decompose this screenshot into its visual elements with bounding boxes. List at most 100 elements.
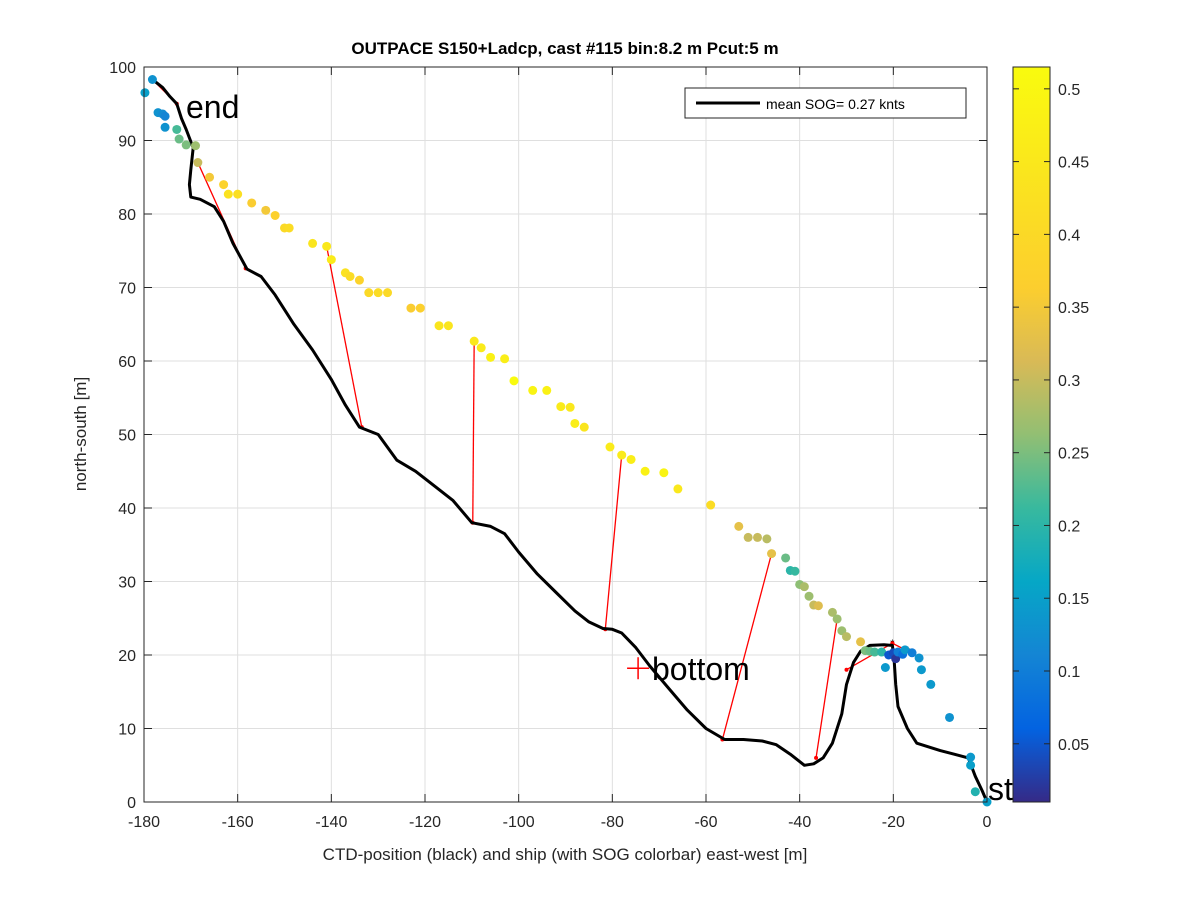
ship-point <box>181 140 191 150</box>
ship-point <box>223 189 233 199</box>
ship-point <box>415 303 425 313</box>
x-tick-label: -100 <box>503 814 535 831</box>
ship-point <box>542 385 552 395</box>
markers <box>627 657 650 680</box>
y-axis-label: north-south [m] <box>71 377 90 491</box>
ship-point <box>880 662 890 672</box>
ship-point <box>832 614 842 624</box>
connector-end-dot <box>844 667 849 672</box>
ship-point <box>308 238 318 248</box>
y-tick-label: 40 <box>118 501 136 518</box>
ship-point <box>870 647 880 657</box>
x-tick-label: -120 <box>409 814 441 831</box>
ship-point <box>877 647 887 657</box>
x-tick-label: -140 <box>315 814 347 831</box>
legend: mean SOG= 0.27 knts <box>684 87 967 119</box>
ship-point <box>926 679 936 689</box>
ship-point <box>383 288 393 298</box>
ship-point <box>640 466 650 476</box>
ship-point <box>799 582 809 592</box>
ship-point <box>233 189 243 199</box>
ship-point <box>205 172 215 182</box>
ship-point <box>706 500 716 510</box>
x-tick-label: -160 <box>222 814 254 831</box>
colorbar-tick-label: 0.4 <box>1058 227 1080 244</box>
y-tick-label: 30 <box>118 575 136 592</box>
colorbar-tick-label: 0.1 <box>1058 664 1080 681</box>
connector-line <box>472 341 475 523</box>
ship-point <box>528 385 538 395</box>
ship-point <box>753 532 763 542</box>
ship-point <box>673 484 683 494</box>
ship-point <box>970 787 980 797</box>
ship-point <box>354 275 364 285</box>
y-tick-label: 0 <box>127 795 136 812</box>
ship-point <box>605 442 615 452</box>
ship-point <box>322 241 332 251</box>
ship-point <box>856 637 866 647</box>
y-tick-label: 90 <box>118 134 136 151</box>
ship-track-points <box>140 74 992 807</box>
colorbar-tick-label: 0.2 <box>1058 518 1080 535</box>
ship-point <box>364 288 374 298</box>
ship-point <box>790 566 800 576</box>
ship-point <box>373 288 383 298</box>
ship-point <box>443 321 453 331</box>
ship-point <box>907 648 917 658</box>
y-tick-label: 70 <box>118 281 136 298</box>
y-tick-label: 80 <box>118 207 136 224</box>
colorbar-gradient <box>1012 66 1051 803</box>
annotation-end: end <box>186 89 239 125</box>
ship-point <box>469 336 479 346</box>
ship-point <box>140 88 150 98</box>
ship-point <box>434 321 444 331</box>
ship-point <box>659 468 669 478</box>
y-tick-label: 10 <box>118 722 136 739</box>
ship-point <box>345 271 355 281</box>
ship-point <box>626 454 636 464</box>
ship-point <box>617 450 627 460</box>
ship-point <box>193 158 203 168</box>
connector-line <box>604 455 623 630</box>
ship-point <box>914 653 924 663</box>
colorbar-tick-label: 0.15 <box>1058 591 1089 608</box>
ship-point <box>284 223 294 233</box>
ship-point <box>900 645 910 655</box>
ship-point <box>916 665 926 675</box>
ship-point <box>565 402 575 412</box>
connector-line <box>326 246 363 428</box>
ship-point <box>486 352 496 362</box>
annotation-bottom: bottom <box>652 651 750 687</box>
y-tick-label: 50 <box>118 428 136 445</box>
x-axis-label: CTD-position (black) and ship (with SOG … <box>323 845 808 864</box>
ship-point <box>219 180 229 190</box>
ship-point <box>191 141 201 151</box>
y-tick-label: 20 <box>118 648 136 665</box>
colorbar-ticks: 0.05 0.1 0.15 0.2 0.25 0.3 0.35 0.4 0.45 0.5 <box>1013 82 1089 754</box>
ship-point <box>966 752 976 762</box>
ship-point <box>160 111 170 121</box>
ship-point <box>556 402 566 412</box>
ship-point <box>579 422 589 432</box>
chart-title: OUTPACE S150+Ladcp, cast #115 bin:8.2 m … <box>351 39 778 58</box>
ship-point <box>174 134 184 144</box>
ship-point <box>500 354 510 364</box>
y-tick-label: 60 <box>118 354 136 371</box>
ship-point <box>804 591 814 601</box>
ship-point <box>160 122 170 132</box>
ship-point <box>147 74 157 84</box>
colorbar-tick-label: 0.45 <box>1058 155 1089 172</box>
legend-entry: mean SOG= 0.27 knts <box>766 96 905 112</box>
connector-line <box>815 618 838 758</box>
colorbar-tick-label: 0.5 <box>1058 82 1080 99</box>
ship-point <box>966 760 976 770</box>
x-tick-label: -80 <box>601 814 624 831</box>
ship-point <box>827 607 837 617</box>
x-tick-label: -20 <box>882 814 905 831</box>
ship-point <box>172 124 182 134</box>
ship-point <box>476 343 486 353</box>
ship-point <box>247 198 257 208</box>
colorbar-tick-label: 0.25 <box>1058 446 1089 463</box>
connector-end-dot <box>814 755 819 760</box>
